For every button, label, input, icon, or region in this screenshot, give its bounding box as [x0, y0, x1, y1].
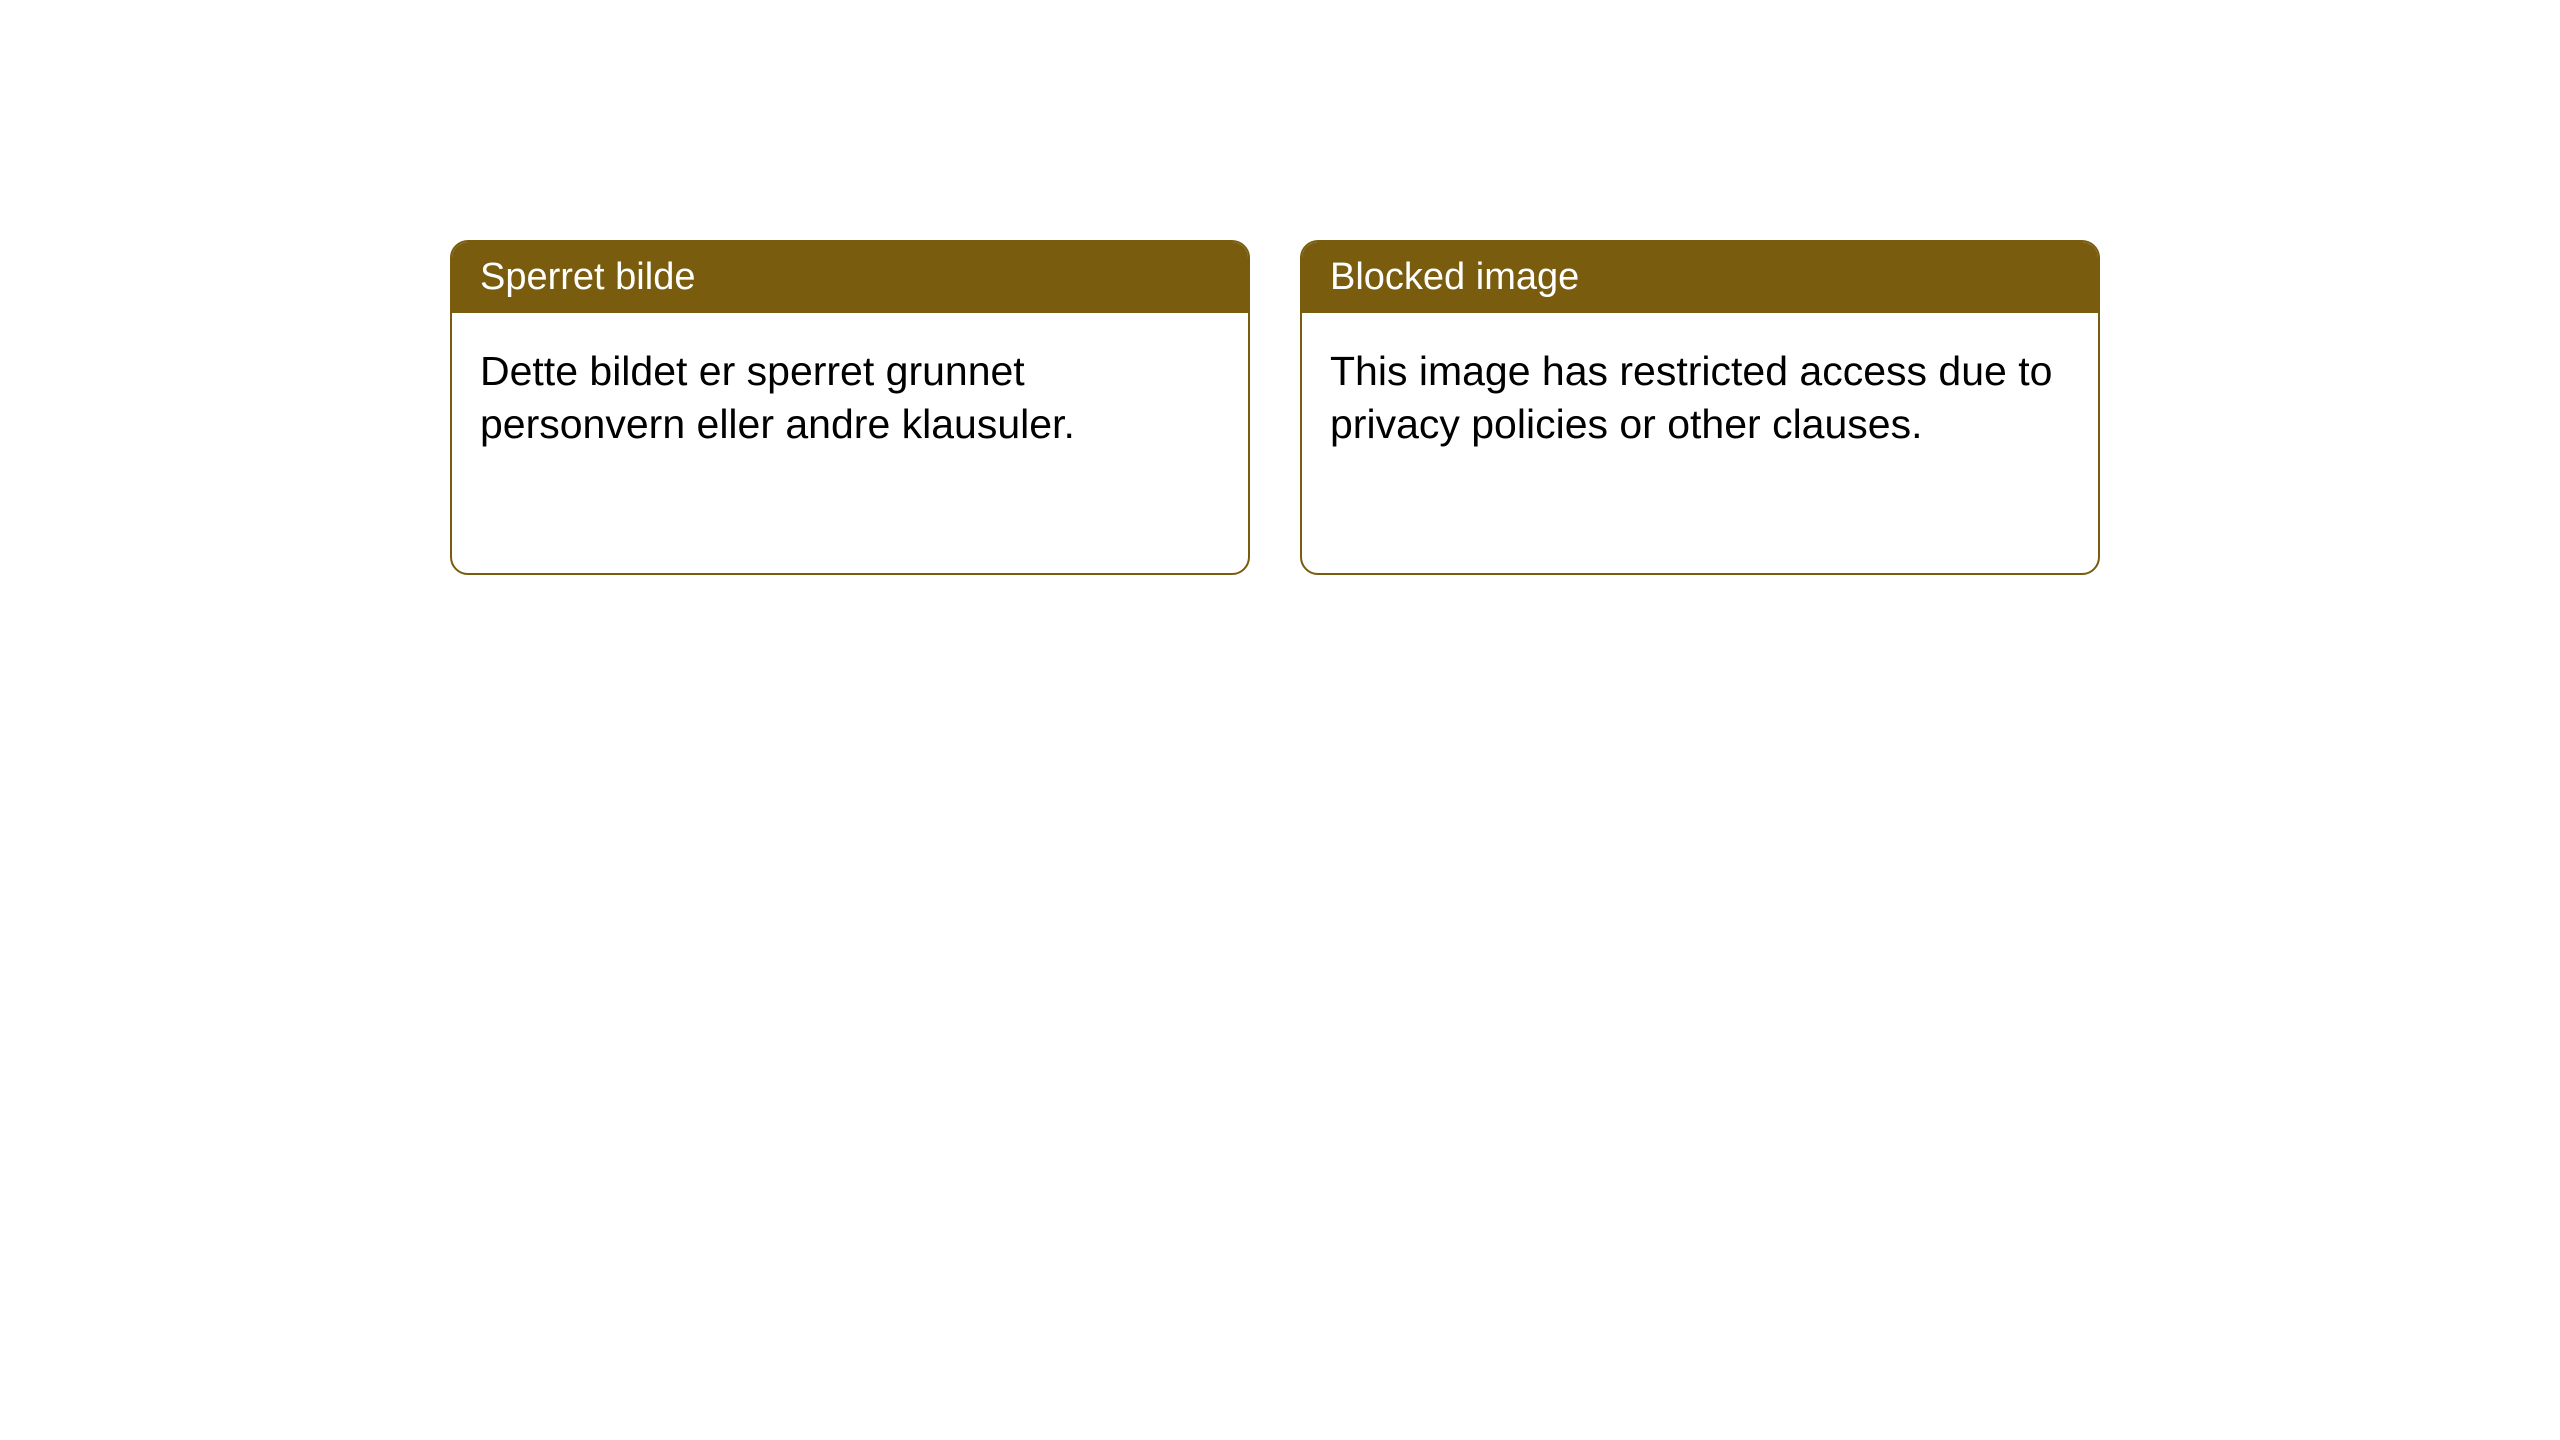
- notice-title: Sperret bilde: [452, 242, 1248, 313]
- notice-card-english: Blocked image This image has restricted …: [1300, 240, 2100, 575]
- notice-title: Blocked image: [1302, 242, 2098, 313]
- notice-card-norwegian: Sperret bilde Dette bildet er sperret gr…: [450, 240, 1250, 575]
- notice-body: Dette bildet er sperret grunnet personve…: [452, 313, 1248, 484]
- notice-container: Sperret bilde Dette bildet er sperret gr…: [0, 0, 2560, 575]
- notice-body: This image has restricted access due to …: [1302, 313, 2098, 484]
